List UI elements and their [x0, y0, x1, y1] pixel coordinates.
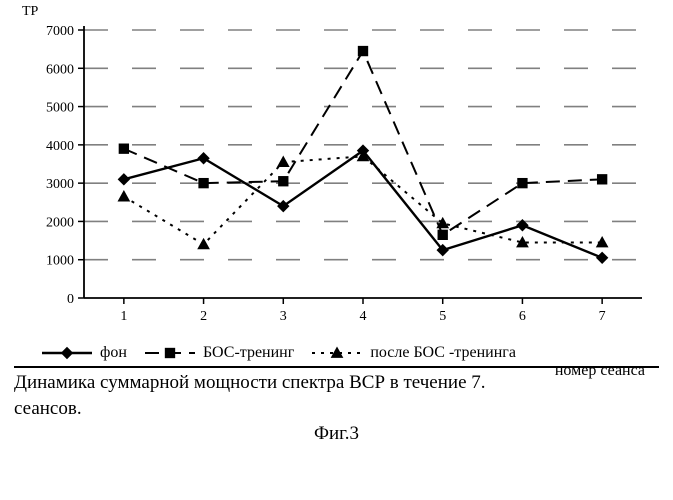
svg-text:4: 4: [360, 309, 367, 324]
figure-label: Фиг.3: [12, 421, 661, 445]
legend-item-2: после БОС -тренинга: [312, 344, 516, 362]
legend-item-0: фон: [42, 344, 127, 362]
svg-text:2000: 2000: [46, 215, 74, 230]
caption-line-1: Динамика суммарной мощности спектра ВСР …: [14, 372, 486, 393]
svg-text:6000: 6000: [46, 62, 74, 77]
svg-text:0: 0: [67, 292, 74, 307]
svg-text:2: 2: [200, 309, 207, 324]
legend-label-2: после БОС -тренинга: [370, 344, 516, 362]
svg-text:1: 1: [120, 309, 127, 324]
legend-sample-1: [145, 345, 195, 361]
svg-text:3000: 3000: [46, 177, 74, 192]
line-chart: 0 1000 2000 3000 4000 5000 6000 7000 1 2 3 4 5 6 7: [12, 8, 662, 338]
legend: фон БОС-тренинг после БОС -тренинга номе…: [12, 338, 661, 366]
svg-text:4000: 4000: [46, 139, 74, 154]
svg-text:7: 7: [599, 309, 606, 324]
svg-text:1000: 1000: [46, 254, 74, 269]
caption-line-2: сеансов.: [14, 398, 82, 419]
legend-sample-0: [42, 345, 92, 361]
x-axis-title: номер сеанса: [555, 362, 645, 380]
legend-sample-2: [312, 345, 362, 361]
legend-item-1: БОС-тренинг: [145, 344, 294, 362]
legend-label-0: фон: [100, 344, 127, 362]
figure-wrapper: TP 010002000300040005000600070001234567 …: [0, 0, 673, 500]
svg-text:7000: 7000: [46, 24, 74, 39]
svg-text:6: 6: [519, 309, 526, 324]
svg-text:5000: 5000: [46, 101, 74, 116]
svg-text:5: 5: [439, 309, 446, 324]
svg-text:3: 3: [280, 309, 287, 324]
y-axis-title: TP: [22, 4, 38, 20]
legend-label-1: БОС-тренинг: [203, 344, 294, 362]
